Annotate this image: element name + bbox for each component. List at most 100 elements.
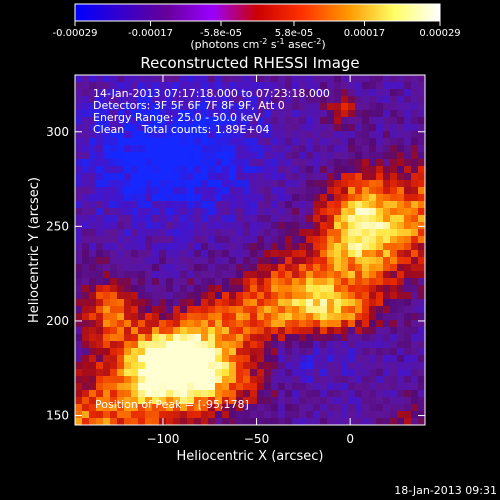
- heatmap-cell: [257, 110, 265, 118]
- heatmap-cell: [194, 117, 202, 125]
- heatmap-cell: [257, 341, 265, 349]
- heatmap-cell: [264, 159, 272, 167]
- heatmap-cell: [341, 236, 349, 244]
- heatmap-cell: [306, 355, 314, 363]
- heatmap-cell: [243, 320, 251, 328]
- heatmap-cell: [376, 404, 384, 412]
- heatmap-cell: [271, 264, 279, 272]
- heatmap-cell: [152, 348, 160, 356]
- heatmap-cell: [299, 327, 307, 335]
- heatmap-cell: [397, 369, 405, 377]
- heatmap-cell: [306, 208, 314, 216]
- heatmap-cell: [341, 173, 349, 181]
- heatmap-cell: [411, 404, 419, 412]
- heatmap-cell: [376, 89, 384, 97]
- heatmap-cell: [334, 418, 342, 425]
- heatmap-cell: [89, 418, 97, 425]
- heatmap-cell: [173, 173, 181, 181]
- heatmap-cell: [362, 166, 370, 174]
- heatmap-cell: [222, 187, 230, 195]
- heatmap-cell: [208, 397, 216, 405]
- heatmap-cell: [369, 89, 377, 97]
- heatmap-cell: [103, 96, 111, 104]
- heatmap-cell: [222, 355, 230, 363]
- heatmap-cell: [201, 397, 209, 405]
- heatmap-cell: [271, 383, 279, 391]
- heatmap-cell: [173, 117, 181, 125]
- heatmap-cell: [180, 173, 188, 181]
- heatmap-cell: [397, 117, 405, 125]
- heatmap-cell: [152, 208, 160, 216]
- heatmap-cell: [362, 306, 370, 314]
- heatmap-cell: [96, 89, 104, 97]
- heatmap-cell: [173, 75, 181, 83]
- heatmap-cell: [138, 75, 146, 83]
- heatmap-cell: [208, 369, 216, 377]
- heatmap-cell: [250, 418, 258, 425]
- heatmap-cell: [117, 159, 125, 167]
- heatmap-cell: [222, 285, 230, 293]
- heatmap-cell: [341, 208, 349, 216]
- heatmap-cell: [236, 306, 244, 314]
- heatmap-cell: [131, 243, 139, 251]
- heatmap-cell: [201, 82, 209, 90]
- heatmap-cell: [89, 257, 97, 265]
- heatmap-cell: [257, 250, 265, 258]
- heatmap-cell: [320, 299, 328, 307]
- heatmap-cell: [341, 124, 349, 132]
- heatmap-cell: [201, 236, 209, 244]
- heatmap-cell: [103, 159, 111, 167]
- heatmap-cell: [131, 264, 139, 272]
- heatmap-cell: [355, 159, 363, 167]
- heatmap-cell: [75, 362, 83, 370]
- heatmap-cell: [124, 138, 132, 146]
- heatmap-cell: [348, 376, 356, 384]
- heatmap-cell: [278, 82, 286, 90]
- heatmap-cell: [383, 152, 391, 160]
- heatmap-cell: [131, 369, 139, 377]
- heatmap-cell: [201, 257, 209, 265]
- heatmap-cell: [194, 369, 202, 377]
- heatmap-cell: [348, 215, 356, 223]
- heatmap-cell: [194, 320, 202, 328]
- heatmap-cell: [215, 348, 223, 356]
- heatmap-cell: [187, 201, 195, 209]
- heatmap-cell: [376, 103, 384, 111]
- heatmap-cell: [201, 313, 209, 321]
- heatmap-cell: [306, 376, 314, 384]
- heatmap-cell: [404, 110, 412, 118]
- heatmap-cell: [82, 187, 90, 195]
- heatmap-cell: [180, 208, 188, 216]
- heatmap-cell: [103, 306, 111, 314]
- heatmap-cell: [313, 82, 321, 90]
- heatmap-cell: [229, 96, 237, 104]
- heatmap-cell: [285, 187, 293, 195]
- heatmap-cell: [362, 103, 370, 111]
- heatmap-cell: [138, 152, 146, 160]
- heatmap-cell: [103, 236, 111, 244]
- heatmap-cell: [299, 362, 307, 370]
- heatmap-cell: [96, 117, 104, 125]
- heatmap-cell: [75, 187, 83, 195]
- heatmap-cell: [194, 334, 202, 342]
- heatmap-cell: [166, 208, 174, 216]
- heatmap-cell: [313, 327, 321, 335]
- heatmap-cell: [299, 313, 307, 321]
- heatmap-cell: [313, 173, 321, 181]
- heatmap-cell: [418, 299, 425, 307]
- heatmap-cell: [110, 390, 118, 398]
- heatmap-cell: [96, 327, 104, 335]
- heatmap-cell: [201, 103, 209, 111]
- heatmap-cell: [131, 194, 139, 202]
- heatmap-cell: [187, 334, 195, 342]
- heatmap-cell: [348, 327, 356, 335]
- heatmap-cell: [194, 166, 202, 174]
- heatmap-cell: [292, 145, 300, 153]
- heatmap-cell: [194, 341, 202, 349]
- heatmap-cell: [194, 82, 202, 90]
- heatmap-cell: [75, 180, 83, 188]
- heatmap-cell: [82, 292, 90, 300]
- heatmap-cell: [320, 285, 328, 293]
- heatmap-cell: [152, 355, 160, 363]
- heatmap-cell: [166, 180, 174, 188]
